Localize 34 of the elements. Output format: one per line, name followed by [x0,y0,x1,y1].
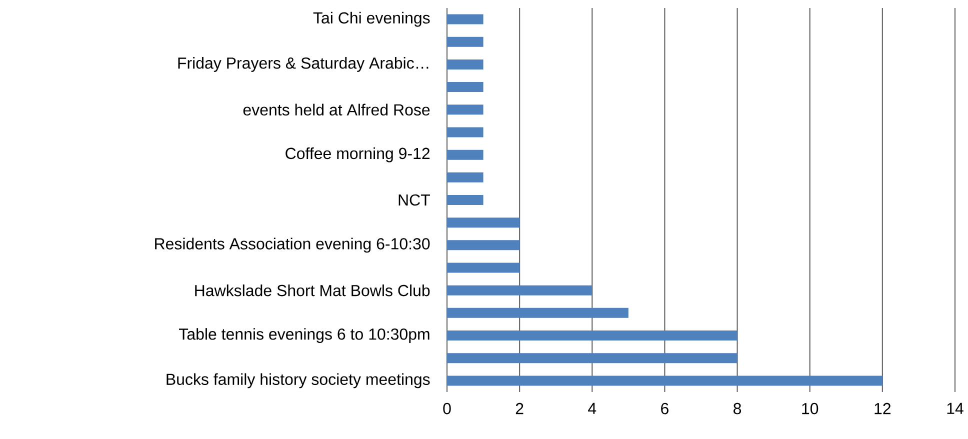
bar [447,59,484,70]
bar [447,127,484,138]
bar [447,330,738,341]
x-tick-label: 2 [516,402,524,414]
y-tick-label: Hawkslade Short Mat Bowls Club [195,284,430,296]
y-tick-label: Coffee morning 9-12 [286,147,430,162]
y-tick-label: Tai Chi evenings [313,12,430,27]
bar [447,172,484,182]
bar [447,104,484,115]
bar [447,262,520,273]
bar [447,82,484,92]
x-tick-label: 14 [947,402,964,414]
y-tick-label: NCT [398,194,430,206]
y-tick-label: Residents Association evening 6-10:30 [155,238,430,253]
bar [447,195,484,205]
bar [447,150,484,160]
x-tick-label: 12 [874,402,891,414]
y-tick-label: Bucks family history society meetings [166,373,430,388]
x-tick-label: 6 [661,402,668,414]
bar [447,353,738,364]
bar [447,376,882,386]
y-tick-label: Friday Prayers & Saturday Arabic… [178,57,428,72]
x-tick-label: 8 [734,402,742,414]
x-tick-label: 4 [588,402,596,414]
y-tick-label: Table tennis evenings 6 to 10:30pm [179,328,430,343]
bar [447,240,520,250]
y-tick-label: events held at Alfred Rose [243,104,430,116]
x-tick-label: 0 [443,402,451,414]
bar [447,218,520,228]
x-tick-label: 10 [802,402,818,414]
bar [447,14,484,24]
bar [447,308,628,318]
bar [447,285,592,296]
bar [447,36,484,47]
